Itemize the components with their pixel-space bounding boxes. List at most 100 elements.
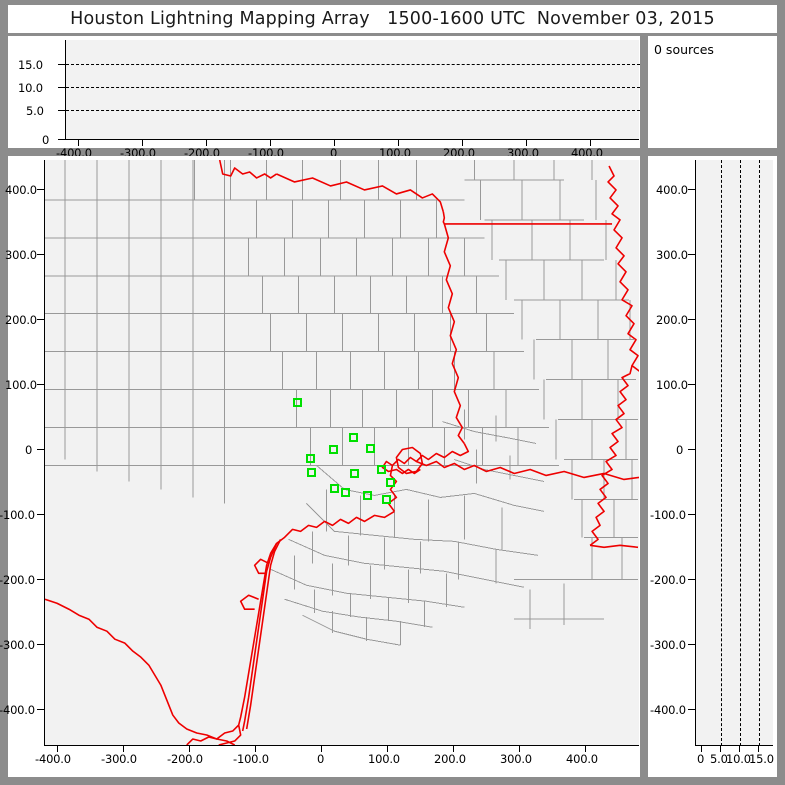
top-xtick--300 [142, 140, 144, 146]
side-ytick-100 [688, 384, 695, 386]
lma-station-marker [382, 495, 391, 504]
map-xtick-300 [519, 746, 521, 752]
lma-station-marker [366, 444, 375, 453]
lma-station-marker [341, 488, 350, 497]
altitude-latitude-panel: 400.0 300.0 200.0 100.0 0 -100.0 -200.0 … [648, 156, 777, 777]
top-ytick-10 [58, 86, 65, 88]
top-plot-area [65, 40, 640, 140]
side-ytick-label--100: -100.0 [650, 508, 686, 522]
map-xtick-label-400: 400.0 [566, 752, 598, 766]
map-xtick--300 [123, 746, 125, 752]
top-xtick--200 [206, 140, 208, 146]
top-xtick-100 [398, 140, 400, 146]
lma-station-marker [330, 484, 339, 493]
lma-station-marker [306, 454, 315, 463]
map-xtick-label-200: 200.0 [434, 752, 466, 766]
side-ytick-400 [688, 189, 695, 191]
map-ytick--200 [37, 579, 44, 581]
top-ytick-0 [58, 139, 65, 141]
side-xtick-label-0: 0 [697, 752, 705, 766]
side-xtick-5 [720, 746, 722, 752]
lma-station-marker [377, 465, 386, 474]
side-ytick-label-0: 0 [676, 443, 684, 457]
map-ytick-label--200: -200.0 [0, 573, 35, 587]
side-ytick-label-400: 400.0 [656, 183, 688, 197]
top-xtick--100 [270, 140, 272, 146]
side-xtick-label-15: 15.0 [749, 752, 774, 766]
side-ytick--400 [688, 709, 695, 711]
map-xtick-100 [387, 746, 389, 752]
side-xtick-10 [739, 746, 741, 752]
map-xtick-label-0: 0 [317, 752, 325, 766]
gridline-15 [66, 64, 640, 65]
map-ytick-200 [37, 319, 44, 321]
top-xtick-400 [590, 140, 592, 146]
map-xtick-label-300: 300.0 [500, 752, 532, 766]
time-altitude-panel: 0 5.0 10.0 15.0 -400.0 -300.0 -200.0 -10… [8, 36, 640, 160]
side-xtick-0 [701, 746, 703, 752]
lma-station-marker [329, 445, 338, 454]
map-xtick-label--300: -300.0 [101, 752, 137, 766]
top-ytick-15 [58, 63, 65, 65]
map-ytick-100 [37, 384, 44, 386]
map-ytick-300 [37, 254, 44, 256]
lma-station-marker [386, 478, 395, 487]
side-ytick-200 [688, 319, 695, 321]
top-ytick-5 [58, 109, 65, 111]
gridline-10 [66, 87, 640, 88]
top-ytick-label-10: 10.0 [18, 81, 43, 95]
top-xtick-label-0: 0 [330, 146, 338, 160]
map-ytick--300 [37, 644, 44, 646]
map-ytick-label--100: -100.0 [0, 508, 35, 522]
top-ytick-label-5: 5.0 [26, 104, 44, 118]
lma-station-marker [349, 433, 358, 442]
map-ytick-label-0: 0 [25, 443, 33, 457]
top-ytick-label-15: 15.0 [18, 58, 43, 72]
gridline-5 [66, 110, 640, 111]
map-xtick-label--100: -100.0 [233, 752, 269, 766]
side-ytick--300 [688, 644, 695, 646]
map-ytick-label-300: 300.0 [5, 248, 37, 262]
map-ytick-label--400: -400.0 [0, 703, 35, 717]
side-gridline-5 [721, 160, 722, 746]
side-ytick-label--200: -200.0 [650, 573, 686, 587]
map-ytick-label-400: 400.0 [5, 183, 37, 197]
map-ytick--100 [37, 514, 44, 516]
map-xtick--200 [189, 746, 191, 752]
map-xtick-label--400: -400.0 [35, 752, 71, 766]
map-ytick-label--300: -300.0 [0, 638, 35, 652]
top-xtick-0 [334, 140, 336, 146]
side-xtick-label-10: 10.0 [726, 752, 751, 766]
plan-view-map-panel: 400.0 300.0 200.0 100.0 0 -100.0 -200.0 … [0, 156, 640, 777]
map-geography [45, 160, 639, 745]
side-ytick-label--400: -400.0 [650, 703, 686, 717]
source-count-panel: 0 sources [648, 36, 777, 148]
map-plot-area[interactable] [44, 160, 639, 746]
side-xtick-15 [758, 746, 760, 752]
map-xtick--100 [255, 746, 257, 752]
side-ytick--100 [688, 514, 695, 516]
top-xtick--400 [78, 140, 80, 146]
top-xtick-200 [462, 140, 464, 146]
side-xtick-label-5: 5.0 [710, 752, 728, 766]
side-ytick-0 [688, 449, 695, 451]
map-ytick-label-200: 200.0 [5, 313, 37, 327]
map-xtick-label--200: -200.0 [167, 752, 203, 766]
map-xtick-200 [453, 746, 455, 752]
side-plot-area [695, 160, 773, 746]
page-title: Houston Lightning Mapping Array 1500-160… [70, 9, 715, 29]
side-ytick-label-200: 200.0 [656, 313, 688, 327]
lma-station-marker [307, 468, 316, 477]
lma-station-marker [363, 491, 372, 500]
map-xtick-400 [585, 746, 587, 752]
source-count-label: 0 sources [654, 42, 714, 57]
side-ytick-label-100: 100.0 [656, 378, 688, 392]
title-bar: Houston Lightning Mapping Array 1500-160… [8, 5, 777, 33]
side-ytick-label--300: -300.0 [650, 638, 686, 652]
side-gridline-10 [740, 160, 741, 746]
map-xtick--400 [57, 746, 59, 752]
lma-station-marker [350, 469, 359, 478]
map-ytick-0 [37, 449, 44, 451]
top-xtick-300 [526, 140, 528, 146]
